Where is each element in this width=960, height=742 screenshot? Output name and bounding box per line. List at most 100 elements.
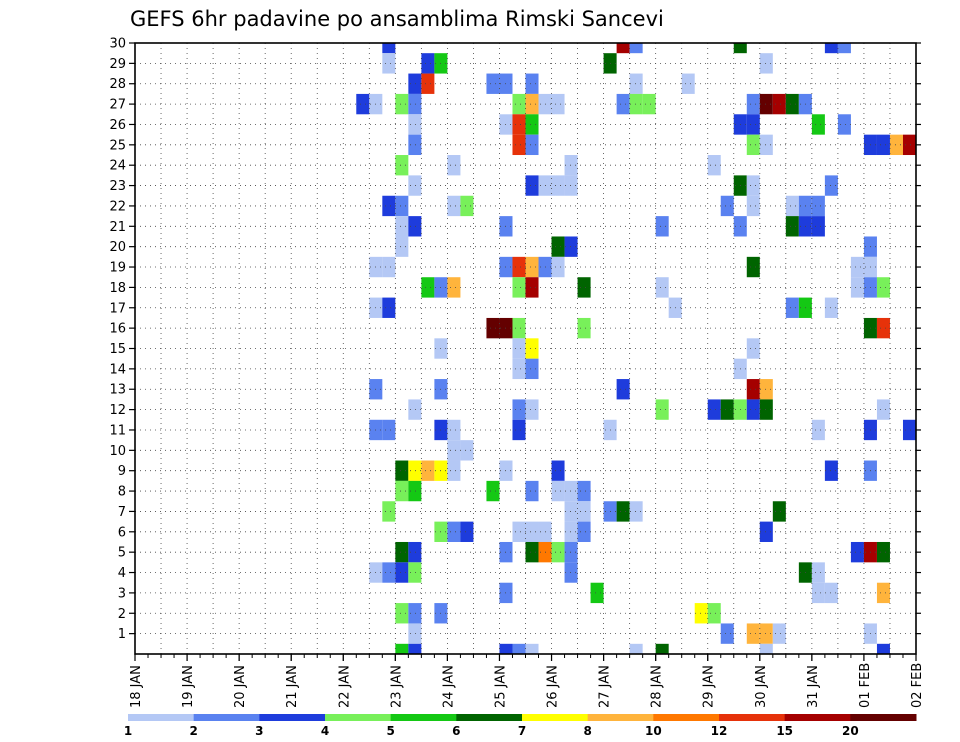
legend-label: 8 bbox=[583, 724, 591, 738]
heatmap-cell bbox=[876, 277, 890, 298]
heatmap-cell bbox=[720, 399, 734, 420]
heatmap-cell bbox=[694, 603, 708, 624]
legend-label: 2 bbox=[189, 724, 197, 738]
heatmap-cell bbox=[421, 460, 435, 481]
y-tick-label: 30 bbox=[109, 37, 126, 52]
y-tick-label: 3 bbox=[118, 586, 126, 601]
heatmap-cell bbox=[772, 623, 786, 644]
heatmap-cell bbox=[486, 73, 500, 94]
heatmap-cell bbox=[395, 643, 409, 654]
heatmap-cell bbox=[525, 358, 539, 380]
y-tick-label: 4 bbox=[118, 566, 126, 581]
legend-label: 4 bbox=[321, 724, 329, 738]
heatmap-cell bbox=[395, 603, 409, 624]
heatmap-cell bbox=[902, 134, 916, 156]
heatmap-cell bbox=[408, 93, 422, 115]
heatmap-cell bbox=[395, 195, 409, 217]
heatmap-cell bbox=[746, 134, 760, 156]
y-tick-label: 15 bbox=[109, 342, 126, 357]
heatmap-cell bbox=[382, 256, 396, 278]
heatmap-cell bbox=[395, 93, 409, 115]
heatmap-cell bbox=[408, 175, 422, 196]
heatmap-cell bbox=[759, 134, 773, 156]
heatmap-cell bbox=[421, 277, 435, 298]
heatmap-cell bbox=[707, 155, 721, 176]
legend-swatch bbox=[390, 714, 457, 721]
heatmap-cell bbox=[850, 277, 864, 298]
heatmap-cell bbox=[811, 419, 825, 441]
y-tick-label: 24 bbox=[109, 159, 126, 174]
heatmap-cell bbox=[395, 562, 409, 583]
heatmap-cell bbox=[525, 277, 539, 298]
heatmap-cell bbox=[382, 562, 396, 583]
heatmap-cell bbox=[525, 175, 539, 196]
y-tick-label: 12 bbox=[109, 403, 126, 418]
grid-lines bbox=[135, 43, 916, 654]
heatmap-cell bbox=[577, 277, 591, 298]
heatmap-cell bbox=[655, 643, 669, 654]
legend-label: 3 bbox=[255, 724, 263, 738]
heatmap-cell bbox=[382, 419, 396, 441]
y-tick-label: 2 bbox=[118, 607, 126, 622]
heatmap-cell bbox=[512, 134, 526, 156]
heatmap-cell bbox=[382, 43, 396, 54]
heatmap-cell bbox=[577, 317, 591, 339]
x-tick-label: 28 JAN bbox=[650, 665, 665, 708]
heatmap-cell bbox=[902, 419, 916, 441]
y-tick-label: 6 bbox=[118, 525, 126, 540]
heatmap-cell bbox=[512, 521, 526, 542]
heatmap-cell bbox=[707, 399, 721, 420]
chart-title: GEFS 6hr padavine po ansamblima Rimski S… bbox=[130, 7, 664, 31]
x-tick-label: 25 JAN bbox=[493, 665, 508, 708]
heatmap-cell bbox=[421, 73, 435, 94]
heatmap-cell bbox=[551, 175, 565, 196]
heatmap-cell bbox=[408, 399, 422, 420]
y-tick-label: 16 bbox=[109, 322, 126, 337]
heatmap-cell bbox=[642, 93, 656, 115]
legend-label: 7 bbox=[518, 724, 526, 738]
heatmap-cell bbox=[811, 562, 825, 583]
x-axis: 18 JAN 19 JAN 20 JAN 21 JAN 22 JAN 23 JAN 24 J… bbox=[129, 654, 925, 708]
heatmap-cell bbox=[733, 43, 747, 54]
heatmap-cell bbox=[395, 155, 409, 176]
y-tick-label: 28 bbox=[109, 77, 126, 92]
heatmap-cell bbox=[655, 399, 669, 420]
x-tick-label: 21 JAN bbox=[285, 665, 300, 708]
y-axis: 1234567891011121314151617181920212223242… bbox=[109, 37, 921, 642]
heatmap-cell bbox=[655, 277, 669, 298]
heatmap-cell bbox=[525, 480, 539, 502]
heatmap-cell bbox=[746, 338, 760, 359]
y-tick-label: 27 bbox=[109, 98, 126, 113]
y-tick-label: 21 bbox=[109, 220, 126, 235]
heatmap-cell bbox=[512, 338, 526, 359]
heatmap-cell bbox=[525, 93, 539, 115]
legend-label: 15 bbox=[776, 724, 793, 738]
heatmap-cell bbox=[564, 236, 578, 257]
heatmap-cell bbox=[876, 399, 890, 420]
heatmap-cell bbox=[408, 541, 422, 563]
heatmap-cell bbox=[551, 236, 565, 257]
heatmap-cell bbox=[460, 440, 474, 461]
heatmap-cell bbox=[759, 623, 773, 644]
heatmap-cell bbox=[512, 256, 526, 278]
heatmap-cell bbox=[512, 317, 526, 339]
heatmap-cell bbox=[616, 501, 630, 522]
x-tick-label: 19 JAN bbox=[181, 665, 196, 708]
heatmap-cell bbox=[889, 134, 903, 156]
heatmap-cell bbox=[629, 501, 643, 522]
legend-swatch bbox=[653, 714, 720, 721]
heatmap-cell bbox=[876, 643, 890, 654]
heatmap-cell bbox=[577, 501, 591, 522]
heatmap-cell bbox=[512, 643, 526, 654]
heatmap-cell bbox=[616, 93, 630, 115]
heatmap-cell bbox=[876, 134, 890, 156]
heatmap-cell bbox=[629, 643, 643, 654]
x-tick-label: 31 JAN bbox=[806, 665, 821, 708]
heatmap-cell bbox=[837, 43, 851, 54]
heatmap-cell bbox=[382, 297, 396, 318]
heatmap-cell bbox=[785, 297, 799, 318]
heatmap-cell bbox=[746, 175, 760, 196]
y-tick-label: 5 bbox=[118, 546, 126, 561]
legend-swatch bbox=[259, 714, 326, 721]
heatmap-cell bbox=[395, 216, 409, 237]
